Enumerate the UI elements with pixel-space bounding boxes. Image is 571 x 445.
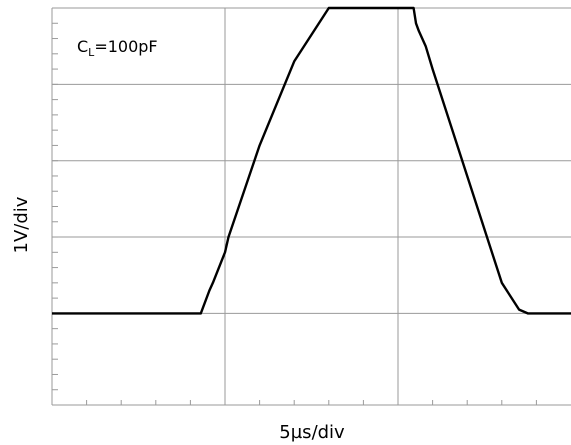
plot-area — [52, 8, 571, 405]
load-capacitance-annotation: CL=100pF — [77, 37, 158, 59]
tick-marks — [52, 22, 537, 405]
y-axis-label: 1V/div — [11, 196, 32, 253]
x-axis-label: 5µs/div — [279, 422, 345, 443]
waveform-trace — [52, 6, 571, 315]
